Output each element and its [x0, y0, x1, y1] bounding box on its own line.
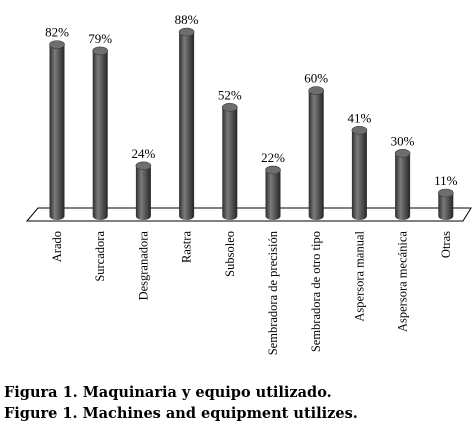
bar-top	[437, 188, 454, 198]
category-label: Aspersora mecánica	[396, 231, 410, 332]
data-label: 22%	[261, 150, 285, 165]
bar	[351, 126, 368, 220]
bar-body	[92, 50, 108, 220]
bar-body	[49, 44, 65, 221]
bar-top	[92, 46, 108, 56]
bar	[135, 161, 152, 220]
bar-top	[308, 86, 325, 95]
category-label: Aspersora manual	[352, 230, 366, 321]
bar-top	[351, 126, 368, 135]
bar	[49, 40, 65, 221]
bar	[178, 27, 195, 220]
data-label: 30%	[391, 133, 415, 148]
bar-chart: 82% 79% 24% 88% 52% 22% 60% 41% 30% 11% Arado Surc…	[25, 12, 472, 355]
bar-body	[265, 170, 281, 220]
bar-body	[438, 193, 454, 220]
data-label: 88%	[175, 12, 199, 27]
bar	[92, 46, 108, 220]
data-label: 11%	[434, 173, 458, 188]
figure-caption-english: Figure 1. Machines and equipment utilize…	[4, 405, 358, 422]
data-label: 79%	[88, 31, 112, 46]
bar-top	[49, 40, 65, 49]
bar-body	[222, 107, 238, 220]
category-label: Sembradora de otro tipo	[309, 231, 323, 352]
bar-body	[395, 153, 411, 220]
bar	[222, 103, 238, 220]
bar-body	[308, 90, 324, 220]
data-label: 52%	[218, 87, 242, 102]
category-label: Otras	[439, 231, 453, 258]
category-label: Sembradora de precisión	[266, 230, 280, 355]
bar-top	[178, 27, 195, 37]
bar-top	[265, 165, 281, 175]
data-label: 60%	[304, 71, 328, 86]
bar-top	[222, 103, 238, 112]
bar	[265, 165, 281, 220]
category-label: Subsoleo	[223, 231, 237, 277]
bar	[437, 188, 454, 220]
category-label: Arado	[50, 231, 64, 262]
category-label: Desgranadora	[136, 231, 150, 301]
bar-body	[135, 165, 151, 220]
bar	[394, 149, 411, 220]
bar-top	[394, 149, 411, 158]
category-label: Surcadora	[93, 231, 107, 282]
bar-body	[179, 32, 195, 220]
bar	[308, 86, 325, 220]
category-label: Rastra	[180, 231, 194, 263]
data-label: 82%	[45, 25, 69, 40]
data-label: 41%	[347, 110, 371, 125]
figure-caption-spanish: Figura 1. Maquinaria y equipo utilizado.	[4, 384, 332, 401]
data-label: 24%	[131, 146, 155, 161]
bar-top	[135, 161, 152, 171]
bar-body	[351, 130, 367, 220]
